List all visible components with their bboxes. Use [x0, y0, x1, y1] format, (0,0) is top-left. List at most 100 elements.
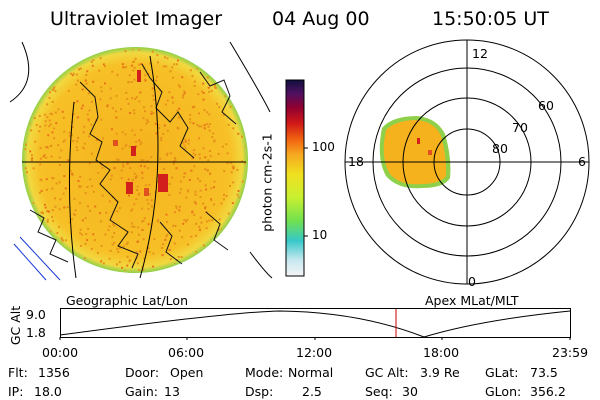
gain-value: 13: [164, 384, 180, 399]
speckle: [36, 244, 39, 247]
speckle: [152, 252, 155, 255]
speckle: [157, 124, 160, 126]
speckle: [86, 70, 89, 73]
mlat-label-70: 70: [512, 120, 528, 135]
speckle: [201, 55, 204, 58]
speckle: [157, 219, 160, 222]
speckle: [128, 259, 131, 262]
speckle: [100, 260, 103, 263]
speckle: [223, 243, 226, 246]
speckle: [56, 67, 59, 70]
speckle: [118, 261, 121, 264]
speckle: [26, 171, 28, 174]
speckle: [198, 112, 200, 115]
speckle: [217, 152, 220, 155]
speckle: [51, 100, 54, 103]
speckle: [60, 149, 63, 152]
door-value: Open: [170, 365, 204, 380]
speckle: [19, 141, 21, 143]
speckle: [210, 199, 213, 202]
speckle: [51, 79, 54, 82]
speckle: [109, 97, 112, 100]
speckle: [50, 144, 53, 147]
speckle: [183, 92, 186, 95]
speckle: [79, 228, 82, 231]
speckle: [54, 205, 57, 208]
speckle: [134, 98, 137, 100]
speckle: [82, 261, 85, 264]
speckle: [70, 134, 73, 137]
xtick-1200: 12:00: [296, 345, 333, 360]
speckle: [244, 243, 246, 246]
speckle: [24, 122, 25, 125]
speckle: [241, 98, 243, 101]
speckle: [104, 65, 106, 68]
speckle: [250, 106, 252, 108]
altitude-ticks: [59, 337, 571, 340]
speckle: [141, 265, 144, 268]
speckle: [244, 162, 246, 165]
speckle: [195, 250, 198, 253]
speckle: [236, 168, 239, 171]
speckle: [21, 224, 23, 226]
speckle: [234, 76, 237, 79]
speckle: [29, 258, 32, 261]
speckle: [202, 82, 205, 85]
speckle: [81, 49, 84, 50]
speckle: [79, 232, 82, 235]
date-label: 04 Aug 00: [272, 8, 370, 30]
speckle: [182, 94, 185, 97]
speckle: [251, 114, 253, 116]
speckle: [47, 242, 50, 245]
speckle: [193, 200, 196, 203]
speckle: [199, 189, 202, 192]
speckle: [141, 229, 144, 231]
speckle: [117, 251, 120, 253]
speckle: [252, 195, 254, 197]
speckle: [157, 61, 159, 64]
speckle: [137, 226, 140, 229]
speckle: [140, 128, 143, 131]
speckle: [130, 209, 133, 212]
speckle: [217, 228, 220, 231]
speckle: [46, 146, 49, 149]
speckle: [21, 246, 23, 248]
xtick-0000: 00:00: [42, 345, 79, 360]
speckle: [193, 149, 195, 152]
speckle: [43, 154, 46, 156]
speckle: [171, 96, 174, 99]
speckle: [124, 145, 127, 148]
speckle: [204, 156, 207, 159]
speckle: [223, 193, 225, 196]
speckle: [172, 224, 175, 227]
speckle: [102, 137, 105, 140]
speckle: [244, 195, 246, 198]
speckle: [152, 265, 155, 268]
speckle: [31, 104, 34, 106]
speckle: [226, 152, 229, 155]
speckle: [75, 57, 78, 60]
speckle: [198, 153, 201, 156]
speckle: [22, 224, 24, 226]
speckle: [148, 250, 151, 253]
speckle: [116, 210, 119, 213]
speckle: [120, 169, 123, 172]
speckle: [180, 180, 182, 183]
speckle: [100, 90, 103, 93]
speckle: [139, 91, 142, 94]
speckle: [216, 261, 219, 264]
xtick-1800: 18:00: [423, 345, 460, 360]
speckle: [100, 244, 103, 247]
speckle: [66, 267, 69, 270]
speckle: [38, 82, 41, 85]
speckle: [206, 169, 209, 172]
speckle: [56, 232, 59, 234]
speckle: [241, 160, 244, 163]
altitude-plot: [59, 308, 571, 340]
speckle: [68, 131, 71, 134]
speckle: [55, 122, 58, 125]
speckle: [134, 57, 137, 60]
speckle: [43, 203, 46, 206]
speckle: [108, 257, 111, 260]
speckle: [254, 96, 256, 98]
